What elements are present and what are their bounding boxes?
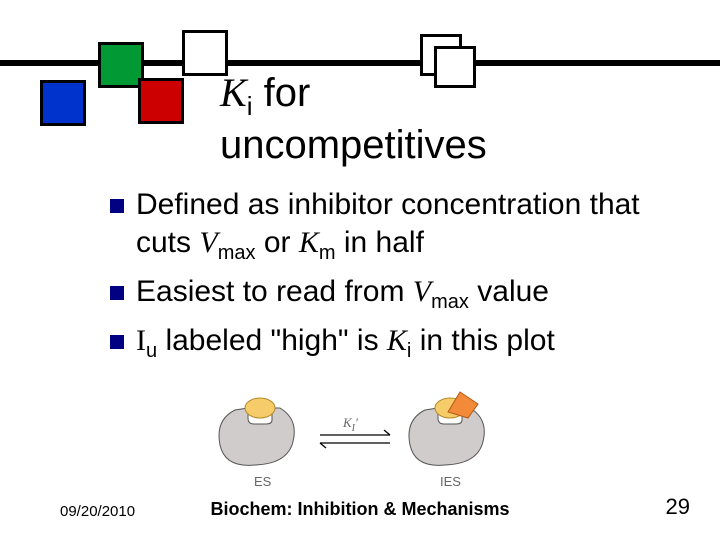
reaction-diagram: ES KI' IES <box>200 390 520 490</box>
bullet-text: Iu labeled "high" is Ki in this plot <box>136 322 555 365</box>
es-complex <box>219 398 294 465</box>
bullet-text: Easiest to read from Vmax value <box>136 273 549 316</box>
bullet-marker-icon <box>110 286 124 300</box>
ies-label: IES <box>440 474 461 489</box>
ies-complex <box>409 392 484 465</box>
bullet-0: Defined as inhibitor concentration that … <box>110 186 680 267</box>
bullet-2: Iu labeled "high" is Ki in this plot <box>110 322 680 365</box>
decor-square-2 <box>138 78 184 124</box>
arrow-label: KI' <box>342 415 358 434</box>
es-label: ES <box>254 474 272 489</box>
bullet-marker-icon <box>110 199 124 213</box>
slide-title: Ki foruncompetitives <box>220 70 487 168</box>
decor-square-0 <box>40 80 86 126</box>
bullet-marker-icon <box>110 335 124 349</box>
footer-title: Biochem: Inhibition & Mechanisms <box>0 499 720 520</box>
bullet-1: Easiest to read from Vmax value <box>110 273 680 316</box>
footer-page: 29 <box>666 494 690 520</box>
slide: Ki foruncompetitives Defined as inhibito… <box>0 0 720 540</box>
bullet-list: Defined as inhibitor concentration that … <box>110 186 680 370</box>
reaction-diagram-svg: ES KI' IES <box>200 390 520 490</box>
bullet-text: Defined as inhibitor concentration that … <box>136 186 680 267</box>
